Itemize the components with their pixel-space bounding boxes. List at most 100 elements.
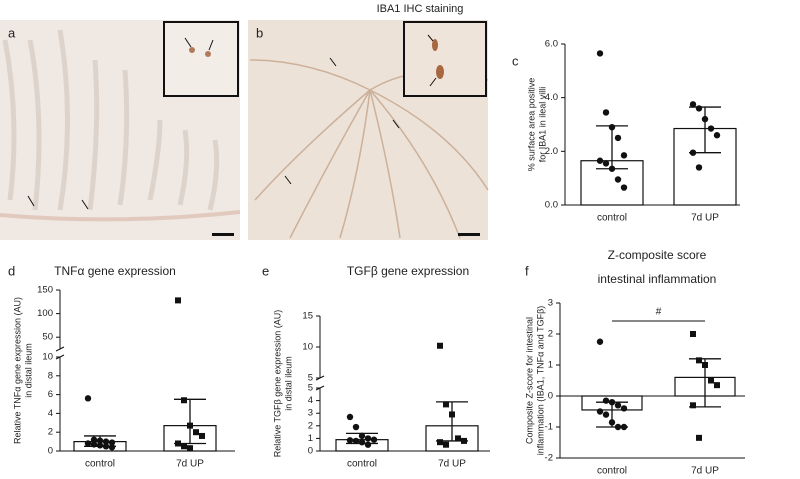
data-point — [620, 405, 628, 412]
data-point — [620, 184, 628, 191]
y-tick-label: 3 — [548, 298, 553, 309]
y-axis-label: in distal ileum — [23, 343, 33, 398]
x-tick-label: control — [85, 459, 115, 470]
data-point — [608, 123, 616, 131]
y-tick-label: 2 — [308, 420, 313, 431]
y-tick-label: 10 — [42, 352, 53, 363]
data-point — [102, 438, 110, 445]
data-point — [352, 423, 360, 431]
data-point — [352, 437, 360, 445]
data-point — [84, 395, 92, 402]
data-point — [690, 331, 696, 337]
data-point — [620, 152, 628, 159]
data-point — [108, 444, 116, 451]
figure-title: IBA1 IHC staining — [377, 3, 464, 15]
y-tick-label: 4.0 — [545, 92, 558, 103]
data-point — [702, 362, 708, 368]
data-point — [187, 445, 193, 452]
y-tick-label: 1 — [308, 433, 313, 444]
y-tick-label: 0 — [548, 391, 553, 402]
data-point — [608, 165, 616, 172]
y-tick-label: 0.0 — [545, 200, 558, 211]
y-tick-label: 5 — [308, 383, 313, 394]
data-point — [84, 440, 92, 447]
y-tick-label: 6 — [48, 389, 53, 400]
data-point — [102, 443, 110, 450]
data-point — [689, 149, 697, 156]
y-tick-label: 50 — [42, 332, 53, 343]
data-point — [108, 439, 116, 446]
data-point — [614, 402, 622, 409]
data-point — [437, 439, 443, 446]
data-point — [701, 115, 709, 123]
data-point — [187, 422, 193, 429]
data-point — [346, 413, 354, 421]
data-point — [614, 134, 622, 142]
data-point — [455, 435, 461, 442]
y-axis-label: Relative TNFα gene expression (AU) — [12, 297, 22, 444]
data-point — [620, 423, 628, 431]
x-tick-label: 7d UP — [691, 213, 719, 224]
data-point — [689, 101, 697, 108]
data-point — [370, 436, 378, 443]
y-tick-label: -2 — [545, 453, 553, 464]
data-point — [449, 411, 455, 418]
data-point — [596, 408, 604, 415]
chart-title: TNFα gene expression — [54, 264, 176, 278]
y-tick-label: 0 — [48, 446, 53, 457]
x-tick-label: control — [597, 213, 627, 224]
data-point — [175, 440, 181, 447]
data-point — [96, 437, 104, 444]
y-tick-label: 6.0 — [545, 39, 558, 50]
chart-title: TGFβ gene expression — [347, 264, 469, 278]
y-tick-label: 15 — [302, 311, 313, 322]
x-tick-label: 7d UP — [691, 466, 719, 477]
data-point — [437, 342, 443, 349]
data-point — [614, 176, 622, 183]
data-point — [96, 442, 104, 449]
micrograph-b: b — [248, 20, 489, 240]
panel-label: b — [256, 25, 263, 40]
y-tick-label: 4 — [308, 395, 313, 406]
y-tick-label: 8 — [48, 370, 53, 381]
data-point — [596, 338, 604, 345]
chart-title: Z-composite score — [608, 248, 707, 262]
y-tick-label: 2 — [48, 427, 53, 438]
axis-break — [55, 346, 65, 352]
data-point — [695, 164, 703, 171]
y-axis-label: in distal ileum — [283, 356, 293, 411]
data-point — [695, 105, 703, 112]
data-point — [596, 50, 604, 57]
data-point — [602, 160, 610, 167]
x-tick-label: 7d UP — [176, 459, 204, 470]
x-tick-label: control — [347, 459, 377, 470]
y-axis-label: Composite Z-score for intestinal — [524, 317, 534, 444]
y-tick-label: 1 — [548, 360, 553, 371]
y-tick-label: 2.0 — [545, 146, 558, 157]
micrograph-a: a — [0, 20, 241, 240]
data-point — [181, 443, 187, 450]
data-point — [181, 397, 187, 404]
annotation: # — [656, 307, 662, 318]
data-point — [707, 125, 715, 132]
data-point — [608, 419, 616, 426]
data-point — [602, 397, 610, 404]
data-point — [608, 399, 616, 406]
data-point — [364, 435, 372, 442]
data-point — [602, 411, 610, 418]
data-point — [696, 434, 702, 441]
panel-label: d — [8, 263, 15, 278]
y-tick-label: 150 — [37, 285, 53, 296]
data-point — [714, 382, 720, 389]
data-point — [358, 438, 366, 446]
data-point — [602, 109, 610, 116]
y-axis-label: % surface area positive — [526, 78, 536, 172]
data-point — [614, 423, 622, 431]
x-tick-label: control — [597, 466, 627, 477]
data-point — [461, 437, 467, 444]
data-point — [696, 357, 702, 364]
y-axis-label: for IBA1 in ileal villi — [537, 87, 547, 163]
panel-label: e — [262, 263, 269, 278]
data-point — [364, 441, 372, 448]
